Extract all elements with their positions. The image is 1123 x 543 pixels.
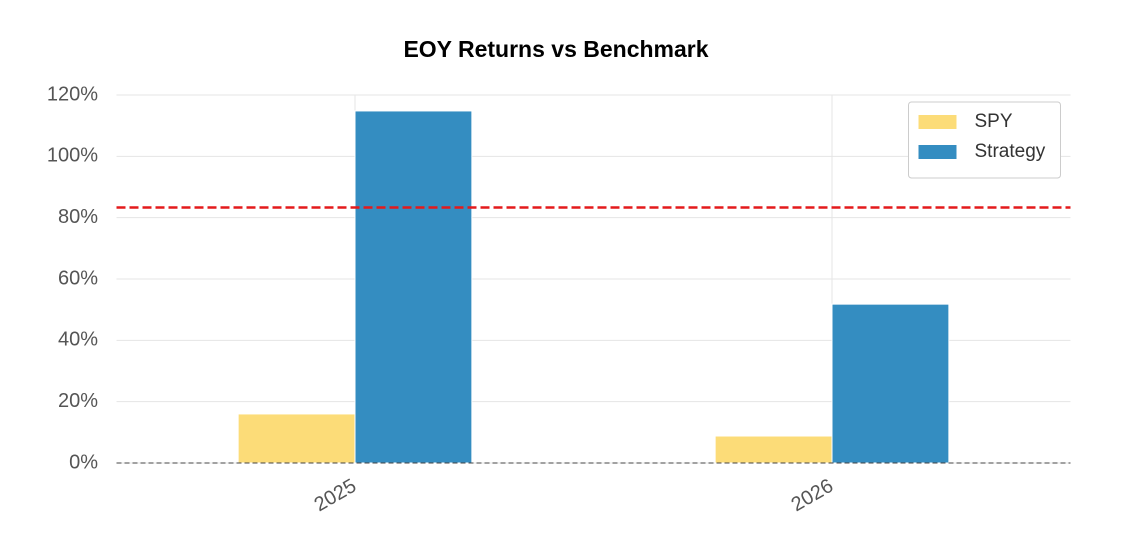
y-tick-label: 0% xyxy=(69,451,98,473)
y-tick-label: 20% xyxy=(58,390,98,412)
bar xyxy=(354,110,473,464)
bar xyxy=(237,413,356,464)
legend-label: Strategy xyxy=(975,141,1046,162)
y-tick-label: 100% xyxy=(47,145,98,167)
bar xyxy=(831,303,950,464)
x-tick-label: 2026 xyxy=(788,475,838,516)
y-tick-label: 80% xyxy=(58,206,98,228)
chart-title: EOY Returns vs Benchmark xyxy=(403,36,708,62)
y-tick-label: 120% xyxy=(47,83,98,105)
x-tick-label: 2025 xyxy=(311,475,361,516)
y-tick-label: 40% xyxy=(58,329,98,351)
legend: SPY Strategy xyxy=(908,101,1061,179)
legend-label: SPY xyxy=(975,111,1013,132)
y-tick-label: 60% xyxy=(58,267,98,289)
legend-swatch xyxy=(918,145,957,159)
bar xyxy=(714,435,833,464)
legend-swatch xyxy=(918,115,957,129)
